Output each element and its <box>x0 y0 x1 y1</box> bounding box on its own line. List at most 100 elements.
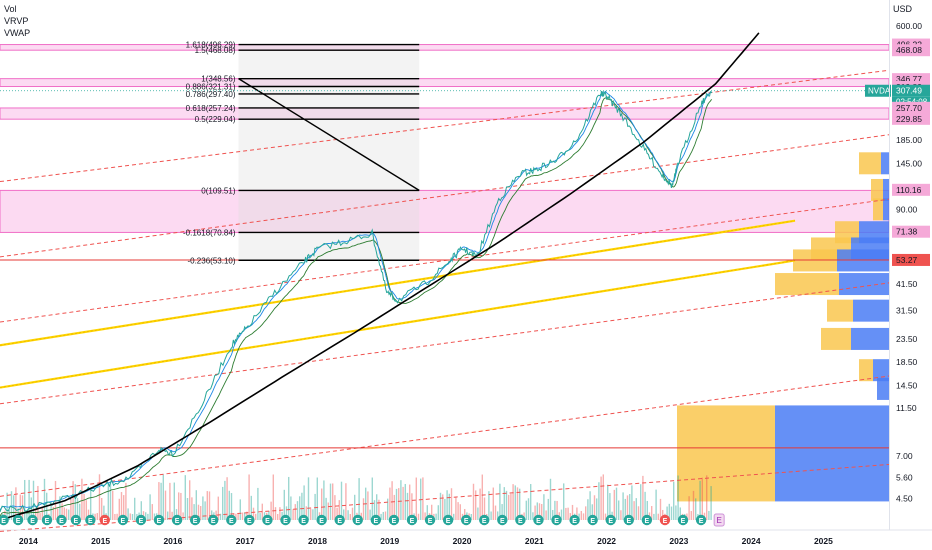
earnings-marker-upcoming[interactable]: E <box>713 513 725 527</box>
earnings-marker[interactable]: E <box>70 514 82 526</box>
earnings-marker[interactable]: E <box>85 514 96 526</box>
volume-bar <box>532 512 534 520</box>
price-tick-label: 18.50 <box>896 357 918 367</box>
volume-bar <box>567 507 569 520</box>
earnings-marker[interactable]: E <box>677 514 689 526</box>
earnings-marker[interactable]: E <box>117 514 129 526</box>
earnings-marker[interactable]: E <box>641 514 653 526</box>
earnings-marker[interactable]: E <box>135 514 147 526</box>
earnings-marker[interactable]: E <box>298 514 309 526</box>
pink-zone <box>0 44 890 51</box>
price-label-tag[interactable] <box>892 101 930 114</box>
volume-bar <box>400 480 402 520</box>
price-tick-label: 41.50 <box>896 279 918 289</box>
volume-bar <box>393 494 395 520</box>
fib-level-label: 0.886(321.31) <box>186 83 236 92</box>
earnings-marker[interactable]: E <box>388 514 400 526</box>
legend-item-vrvp[interactable]: VRVP <box>4 16 29 26</box>
volume-bar <box>472 483 475 520</box>
volume-bar <box>470 513 472 520</box>
legend-item-vol[interactable]: Vol <box>4 4 17 14</box>
price-label-tag[interactable] <box>892 84 930 97</box>
earnings-marker[interactable]: E <box>497 514 508 526</box>
volume-bar <box>519 488 521 520</box>
volume-bar <box>668 503 670 520</box>
earnings-marker[interactable]: E <box>41 514 53 526</box>
earnings-marker[interactable]: E <box>442 514 454 526</box>
earnings-marker[interactable]: E <box>370 514 382 526</box>
earnings-marker[interactable]: E <box>352 514 363 526</box>
time-tick-label: 2017 <box>236 536 255 546</box>
volume-bar <box>692 490 695 520</box>
earnings-marker[interactable]: E <box>460 514 472 526</box>
price-label-tag[interactable] <box>892 253 930 266</box>
earnings-marker[interactable]: E <box>515 514 526 526</box>
earnings-marker[interactable]: E <box>280 514 291 526</box>
time-tick-label: 2015 <box>91 536 110 546</box>
earnings-marker[interactable]: E <box>244 514 255 526</box>
earnings-marker[interactable]: E <box>551 514 562 526</box>
earnings-marker[interactable]: E <box>406 514 418 526</box>
volume-bar <box>481 474 483 520</box>
volume-bar <box>112 490 114 520</box>
earnings-marker[interactable]: E <box>171 514 183 526</box>
earnings-marker[interactable]: E <box>27 514 38 526</box>
earnings-marker[interactable]: E <box>99 514 111 526</box>
volume-profile-sell <box>839 273 889 296</box>
volume-bar <box>675 505 677 520</box>
volume-bar <box>404 483 406 520</box>
earnings-marker[interactable]: E <box>479 514 490 526</box>
fib-level-label: 0(109.51) <box>201 186 236 195</box>
volume-bar <box>618 500 620 520</box>
earnings-marker-label: E <box>229 518 234 525</box>
volume-bar <box>409 484 411 520</box>
earnings-marker[interactable]: E <box>262 514 273 526</box>
price-label-tag[interactable] <box>892 112 930 125</box>
pink-zone <box>0 107 890 120</box>
earnings-marker[interactable]: E <box>605 514 616 526</box>
volume-bar <box>226 477 228 520</box>
volume-bar <box>160 482 162 520</box>
price-label-text: 53.27 <box>896 255 918 265</box>
earnings-marker[interactable]: E <box>569 514 580 526</box>
currency-label[interactable]: USD <box>893 4 913 14</box>
price-label-tag[interactable] <box>892 44 930 57</box>
earnings-marker[interactable]: E <box>12 514 24 526</box>
earnings-marker[interactable]: E <box>533 514 544 526</box>
earnings-marker[interactable]: E <box>56 514 67 526</box>
time-axis-layer[interactable]: 2014 2015 2016 2017 2018 2019 2020 2021 2022 2023… <box>0 529 932 546</box>
earnings-marker-circle <box>171 514 183 526</box>
earnings-marker[interactable]: E <box>587 514 598 526</box>
legend-item-vwap[interactable]: VWAP <box>4 28 31 38</box>
earnings-marker[interactable]: E <box>153 514 165 526</box>
earnings-marker-label: E <box>428 518 433 525</box>
price-label-tag[interactable] <box>892 183 930 196</box>
moving-average-green <box>0 97 713 517</box>
volume-bar <box>376 494 378 520</box>
earnings-marker[interactable]: E <box>316 514 327 526</box>
volume-profile-buy <box>859 359 873 382</box>
earnings-marker[interactable]: E <box>189 514 201 526</box>
earnings-marker[interactable]: E <box>226 514 237 526</box>
price-label-tag[interactable] <box>892 225 930 238</box>
volume-bar <box>114 513 116 520</box>
volume-bar <box>560 509 563 520</box>
red-dashed-trendline <box>0 134 890 258</box>
earnings-marker[interactable]: E <box>424 514 436 526</box>
earnings-marker[interactable]: E <box>623 514 635 526</box>
volume-bar <box>204 501 206 520</box>
earnings-marker[interactable]: E <box>695 514 707 526</box>
earnings-marker[interactable]: E <box>208 514 219 526</box>
time-tick-label: 2025 <box>814 536 833 546</box>
symbol-tag[interactable] <box>865 84 891 97</box>
earnings-marker[interactable]: E <box>659 514 671 526</box>
volume-bar <box>655 489 657 520</box>
earnings-marker-label: E <box>590 518 595 525</box>
volume-bar <box>244 512 246 520</box>
earnings-marker[interactable]: E <box>0 514 9 526</box>
volume-bar <box>587 499 589 520</box>
price-axis-layer[interactable]: 600.00 185.00 145.00 90.00 41.50 31.50 23.50 18… <box>0 21 930 503</box>
volume-bar <box>299 496 301 520</box>
earnings-marker[interactable]: E <box>334 514 345 526</box>
